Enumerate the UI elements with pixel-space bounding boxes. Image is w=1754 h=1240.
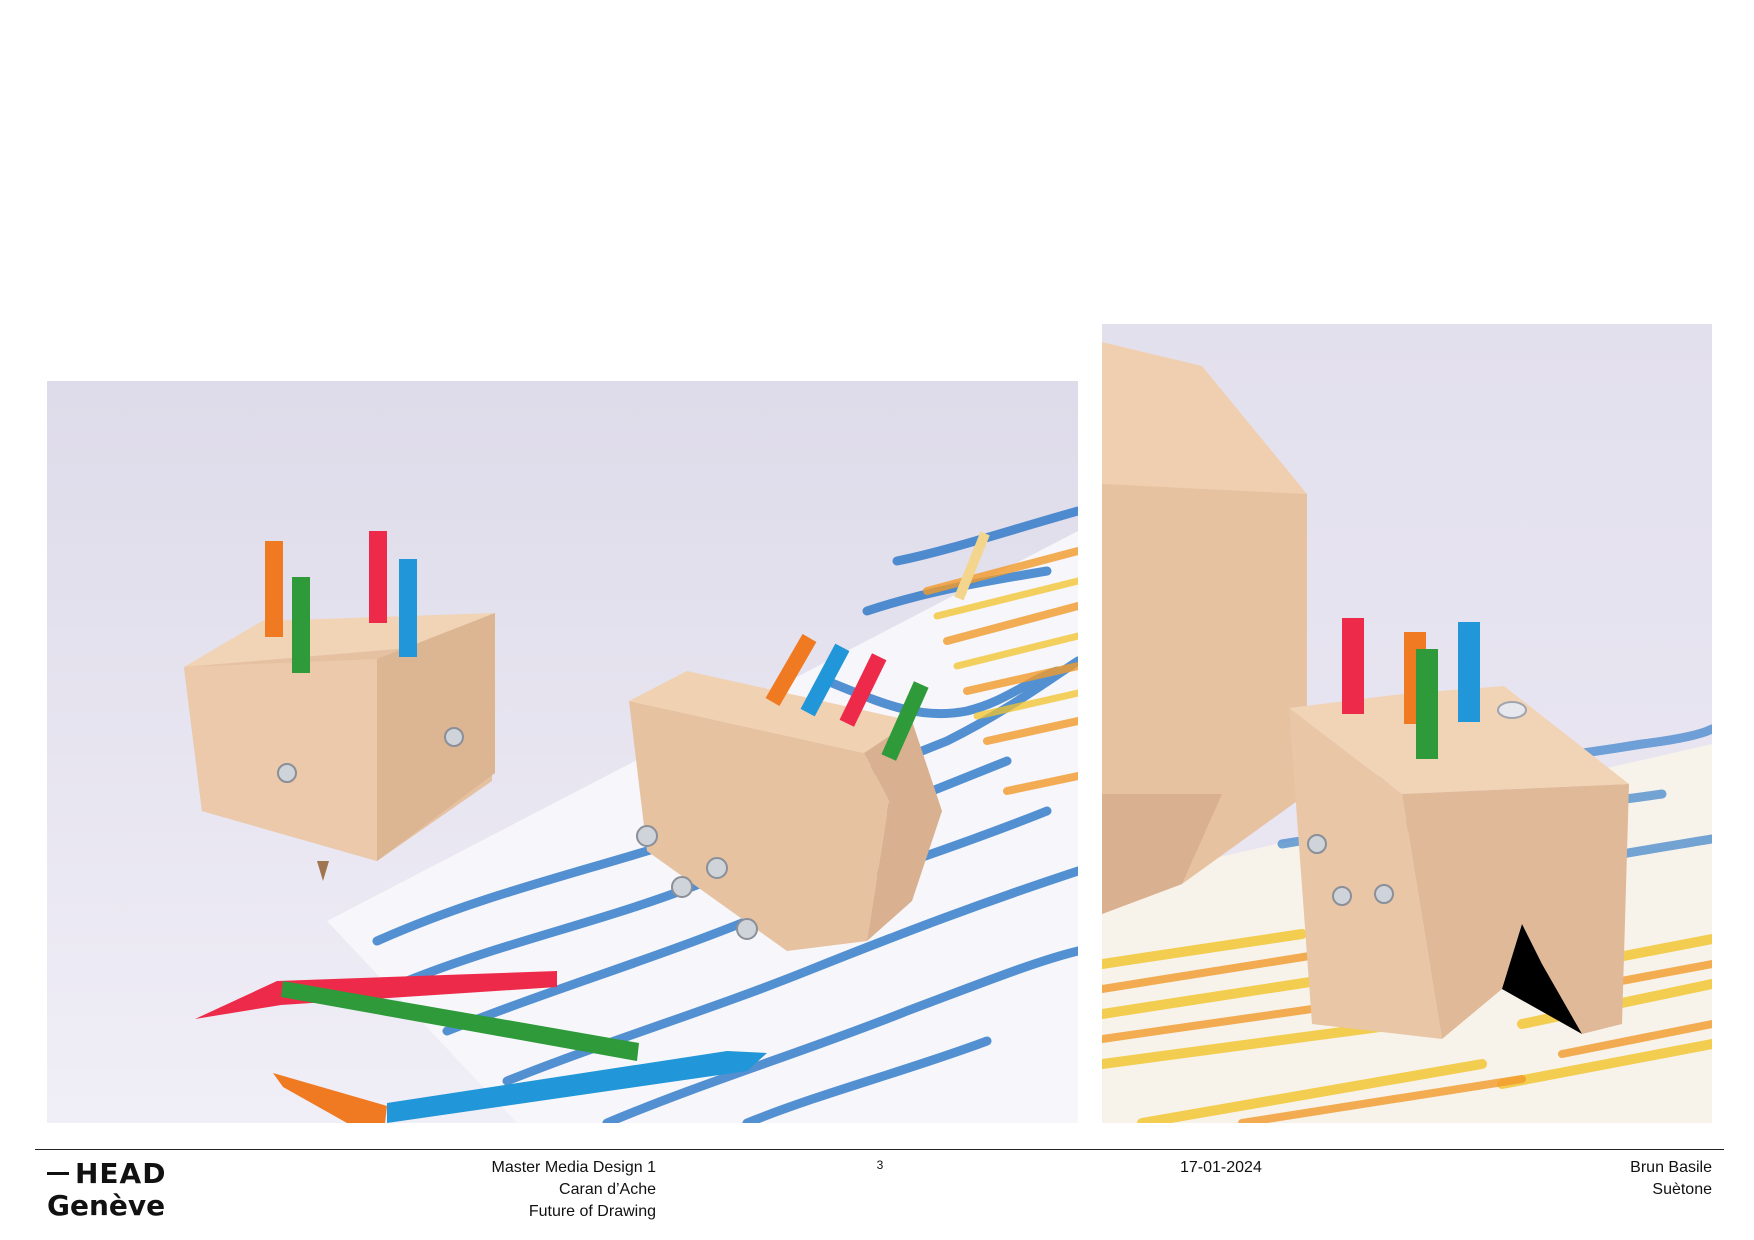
page-number: 3 [876, 1158, 884, 1172]
author-info: Brun Basile Suètone [1520, 1157, 1712, 1201]
footer-divider [35, 1149, 1724, 1150]
large-wooden-creature [1102, 342, 1307, 914]
render-photo-right [1102, 324, 1712, 1123]
logo-dash [47, 1171, 69, 1175]
course-partner: Caran d’Ache [559, 1181, 656, 1198]
loose-pencils [195, 531, 990, 1123]
author-alias: Suètone [1652, 1181, 1712, 1198]
head-geneve-logo: HEAD Genève [47, 1158, 166, 1222]
course-program: Master Media Design 1 [491, 1159, 656, 1176]
pencil-holder-creature-3 [1289, 618, 1629, 1039]
document-date: 17-01-2024 [1180, 1159, 1262, 1176]
logo-head-text: HEAD [75, 1157, 167, 1190]
pencil-holder-creature-1 [184, 531, 495, 881]
author-name: Brun Basile [1630, 1159, 1712, 1176]
course-project: Future of Drawing [528, 1203, 656, 1220]
course-info: Master Media Design 1 Caran d’Ache Futur… [440, 1157, 656, 1223]
render-photo-left [47, 381, 1078, 1123]
logo-geneve-text: Genève [47, 1189, 166, 1222]
pencil-holder-creature-2 [629, 633, 942, 951]
render-left-image [47, 381, 1078, 1123]
orange-scribbles [1102, 950, 1712, 1123]
render-right-image [1102, 324, 1712, 1123]
yellow-scribbles [1102, 929, 1712, 1123]
orange-scribbles [923, 547, 1078, 795]
